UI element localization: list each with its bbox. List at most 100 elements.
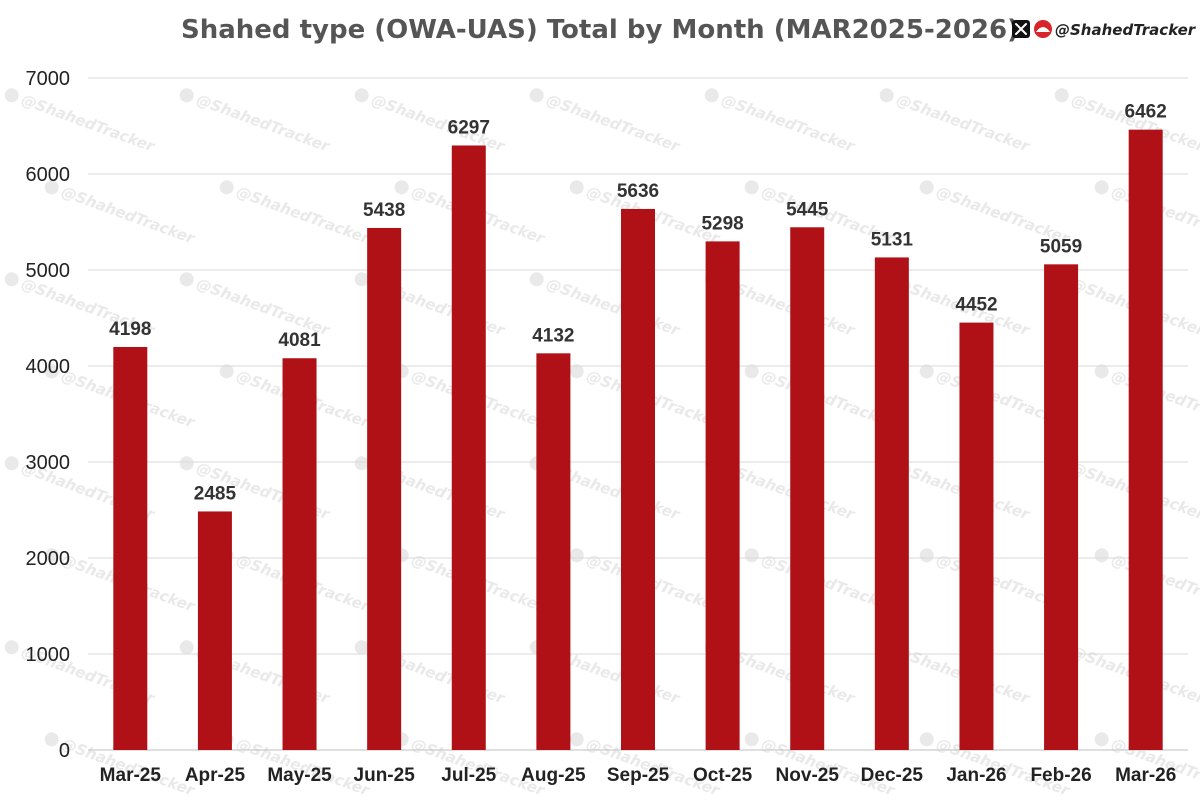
x-tick-label: Feb-26 bbox=[1030, 765, 1091, 786]
y-tick-label: 2000 bbox=[26, 548, 71, 570]
bar bbox=[536, 353, 571, 750]
watermark-layer: @ShahedTracker @ShahedTracker @ShahedTrack… bbox=[4, 88, 1200, 800]
watermark-tile: @ShahedTracker bbox=[4, 88, 158, 156]
watermark-logo-icon bbox=[919, 180, 934, 195]
bar bbox=[621, 208, 655, 751]
y-tick-label: 5000 bbox=[26, 260, 71, 282]
bar bbox=[959, 322, 994, 750]
watermark-text: @ShahedTracker bbox=[194, 91, 333, 156]
watermark-tile: @ShahedTracker bbox=[219, 180, 373, 248]
watermark-logo-icon bbox=[744, 548, 759, 563]
x-tick-label: Nov-25 bbox=[776, 765, 840, 786]
watermark-text: @ShahedTracker bbox=[719, 275, 858, 340]
chart-title: Shahed type (OWA-UAS) Total by Month (MA… bbox=[181, 15, 1019, 45]
data-label: 2485 bbox=[194, 483, 237, 504]
watermark-logo-icon bbox=[569, 732, 584, 747]
watermark-logo-icon bbox=[1094, 732, 1109, 747]
x-tick-label: May-25 bbox=[267, 765, 332, 786]
account-handle[interactable]: @ShahedTracker bbox=[1055, 21, 1197, 39]
x-tick-label: Jan-26 bbox=[946, 765, 1006, 786]
watermark-text: @ShahedTracker bbox=[719, 91, 858, 156]
bar bbox=[1044, 264, 1079, 750]
data-label: 4132 bbox=[532, 325, 574, 346]
watermark-logo-icon bbox=[919, 548, 934, 563]
watermark-logo-icon bbox=[1094, 548, 1109, 563]
watermark-tile: @ShahedTracker bbox=[529, 88, 683, 156]
watermark-logo-icon bbox=[704, 88, 719, 103]
data-label: 5438 bbox=[363, 200, 405, 221]
data-label: 6297 bbox=[448, 117, 490, 138]
x-tick-label: Sep-25 bbox=[607, 765, 670, 786]
data-label: 5445 bbox=[786, 199, 829, 220]
bar bbox=[367, 227, 402, 750]
data-label: 4198 bbox=[109, 319, 151, 340]
watermark-tile: @ShahedTracker bbox=[44, 180, 198, 248]
watermark-logo-icon bbox=[1094, 364, 1109, 379]
watermark-logo-icon bbox=[4, 456, 19, 471]
watermark-logo-icon bbox=[179, 640, 194, 655]
x-tick-label: Oct-25 bbox=[693, 765, 753, 786]
watermark-logo-icon bbox=[394, 180, 409, 195]
watermark-logo-icon bbox=[919, 364, 934, 379]
x-tick-label: Mar-26 bbox=[1115, 765, 1176, 786]
watermark-logo-icon bbox=[744, 364, 759, 379]
watermark-logo-icon bbox=[219, 180, 234, 195]
watermark-logo-icon bbox=[179, 88, 194, 103]
watermark-tile: @ShahedTracker bbox=[879, 88, 1033, 156]
watermark-text: @ShahedTracker bbox=[544, 91, 683, 156]
watermark-logo-icon bbox=[569, 364, 584, 379]
watermark-logo-icon bbox=[919, 732, 934, 747]
watermark-text: @ShahedTracker bbox=[894, 91, 1033, 156]
bar bbox=[113, 346, 148, 750]
watermark-logo-icon bbox=[4, 640, 19, 655]
watermark-logo-icon bbox=[529, 88, 544, 103]
y-tick-label: 6000 bbox=[26, 164, 71, 186]
watermark-text: @ShahedTracker bbox=[234, 183, 373, 248]
x-tick-label: Aug-25 bbox=[521, 765, 586, 786]
data-label: 6462 bbox=[1125, 102, 1167, 123]
watermark-logo-icon bbox=[354, 272, 369, 287]
bar bbox=[790, 227, 825, 750]
watermark-logo-icon bbox=[44, 548, 59, 563]
watermark-logo-icon bbox=[44, 732, 59, 747]
y-tick-label: 1000 bbox=[26, 644, 71, 666]
bar-series bbox=[113, 129, 1163, 751]
data-label: 4081 bbox=[278, 330, 321, 351]
watermark-text: @ShahedTracker bbox=[19, 91, 158, 156]
watermark-text: @ShahedTracker bbox=[719, 459, 858, 524]
y-tick-label: 7000 bbox=[26, 68, 71, 90]
watermark-logo-icon bbox=[569, 548, 584, 563]
y-axis: 0 1000 2000 3000 4000 5000 6000 7000 bbox=[26, 68, 71, 762]
watermark-logo-icon bbox=[1054, 88, 1069, 103]
data-label: 5636 bbox=[617, 181, 659, 202]
watermark-logo-icon bbox=[44, 364, 59, 379]
watermark-logo-icon bbox=[354, 640, 369, 655]
watermark-tile: @ShahedTracker bbox=[179, 88, 333, 156]
watermark-tile: @ShahedTracker bbox=[704, 88, 858, 156]
bar bbox=[282, 358, 317, 750]
watermark-logo-icon bbox=[179, 456, 194, 471]
data-label: 4452 bbox=[955, 295, 997, 316]
bar bbox=[874, 257, 909, 750]
y-tick-label: 4000 bbox=[26, 356, 71, 378]
shahed-tracker-logo-icon bbox=[1034, 20, 1052, 38]
watermark-logo-icon bbox=[4, 272, 19, 287]
watermark-logo-icon bbox=[1094, 180, 1109, 195]
x-logo-icon[interactable] bbox=[1012, 20, 1030, 38]
watermark-logo-icon bbox=[354, 88, 369, 103]
watermark-logo-icon bbox=[744, 732, 759, 747]
watermark-text: @ShahedTracker bbox=[59, 183, 198, 248]
data-label: 5298 bbox=[701, 213, 743, 234]
data-label: 5059 bbox=[1040, 236, 1082, 257]
x-axis: Mar-25 Apr-25 May-25 Jun-25 Jul-25 Aug-25 Sep-… bbox=[100, 765, 1177, 786]
x-tick-label: Dec-25 bbox=[861, 765, 924, 786]
watermark-text: @ShahedTracker bbox=[719, 643, 858, 708]
bar bbox=[451, 145, 486, 750]
watermark-logo-icon bbox=[219, 364, 234, 379]
watermark-logo-icon bbox=[179, 272, 194, 287]
watermark-logo-icon bbox=[4, 88, 19, 103]
bar bbox=[1128, 129, 1163, 750]
bar bbox=[705, 241, 740, 750]
